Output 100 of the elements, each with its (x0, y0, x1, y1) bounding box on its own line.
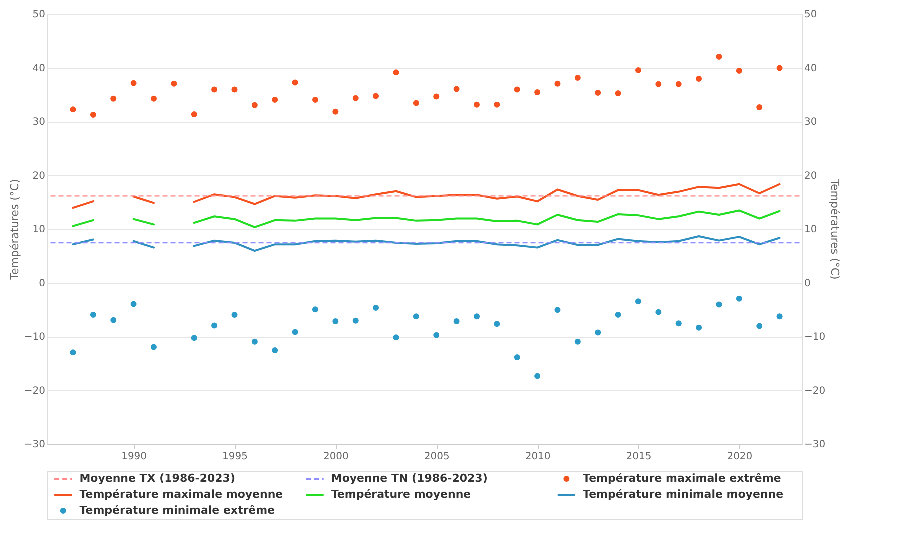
y-tick-label: −20 (24, 386, 46, 397)
point (393, 70, 400, 76)
point (312, 97, 318, 103)
point (514, 86, 520, 93)
point (130, 80, 137, 86)
point (191, 112, 198, 118)
legend-label: Température minimale moyenne (583, 488, 784, 501)
point (595, 330, 602, 336)
point (534, 373, 541, 380)
legend-label: Température maximale moyenne (80, 488, 284, 501)
y-tick-label: 0 (39, 278, 46, 290)
x-tick-label: 1995 (222, 452, 248, 462)
y2-tick-label: −10 (804, 332, 826, 343)
point (574, 338, 581, 345)
point (635, 67, 642, 74)
point (90, 112, 96, 118)
legend-label: Moyenne TN (1986-2023) (331, 472, 488, 485)
y2-tick-label: 30 (804, 117, 818, 128)
y-axis-title: Températures (°C) (8, 179, 22, 281)
point (212, 322, 218, 329)
point (474, 102, 480, 108)
point (434, 332, 440, 338)
point (332, 318, 339, 324)
point (150, 344, 157, 350)
y-tick-label: −30 (24, 440, 46, 450)
x-tick-label: 2015 (626, 452, 652, 462)
point (252, 338, 258, 345)
y2-tick-label: 0 (804, 278, 811, 290)
point (716, 302, 722, 308)
legend-label: Température maximale extrême (583, 472, 782, 485)
y2-tick-label: 10 (804, 224, 818, 236)
y2-tick-label: −30 (804, 440, 826, 450)
x-tick-label: 2005 (424, 452, 450, 462)
point (554, 80, 561, 87)
point (373, 305, 380, 312)
point (413, 314, 420, 320)
point (716, 54, 722, 60)
point (130, 301, 137, 308)
point (615, 90, 622, 97)
point (676, 320, 682, 327)
point (70, 106, 76, 113)
y-tick-label: 40 (32, 63, 46, 74)
point (373, 93, 380, 100)
point (191, 335, 198, 342)
point (696, 324, 702, 331)
point (150, 96, 157, 102)
point (454, 86, 460, 92)
point (292, 80, 298, 86)
point (312, 306, 318, 313)
point (434, 94, 440, 100)
y2-axis-title: Températures (°C) (828, 178, 842, 280)
point (110, 96, 117, 102)
point (474, 314, 480, 320)
x-tick-label: 2010 (525, 452, 551, 462)
point (656, 309, 662, 316)
point (352, 318, 359, 324)
point (272, 347, 278, 354)
point (554, 307, 561, 314)
legend-label: Température minimale extrême (80, 504, 276, 517)
x-tick-label: 2000 (323, 452, 349, 462)
x-tick-label: 1990 (122, 452, 148, 462)
point (514, 354, 520, 360)
point (212, 86, 218, 93)
point (454, 318, 460, 324)
point (292, 329, 298, 336)
point (70, 350, 76, 356)
y-tick-label: 10 (32, 224, 46, 236)
y-tick-label: −10 (24, 332, 46, 343)
point (776, 65, 783, 72)
y2-tick-label: 20 (804, 170, 818, 182)
point (696, 76, 702, 82)
point (171, 80, 178, 87)
point (352, 95, 359, 102)
point (574, 74, 581, 81)
point (494, 321, 500, 328)
point (393, 334, 400, 341)
y2-tick-label: 50 (804, 10, 818, 20)
point (615, 312, 622, 318)
point (756, 323, 763, 330)
point (635, 298, 642, 305)
point (736, 296, 742, 302)
legend-label: Moyenne TX (1986-2023) (80, 472, 236, 485)
point (232, 312, 238, 318)
point (90, 312, 96, 318)
point (332, 108, 339, 115)
point (776, 314, 783, 320)
legend-label: Température moyenne (331, 488, 472, 501)
y-tick-label: 30 (32, 117, 46, 128)
point (595, 90, 602, 96)
point (676, 81, 682, 88)
point (736, 68, 742, 74)
y2-tick-label: −20 (804, 386, 826, 397)
point (252, 102, 258, 108)
x-tick-label: 2020 (727, 452, 753, 462)
point (494, 102, 500, 108)
point (534, 89, 541, 96)
point (232, 86, 238, 93)
y-tick-label: 50 (32, 10, 46, 20)
point (756, 104, 763, 111)
point (413, 100, 420, 106)
